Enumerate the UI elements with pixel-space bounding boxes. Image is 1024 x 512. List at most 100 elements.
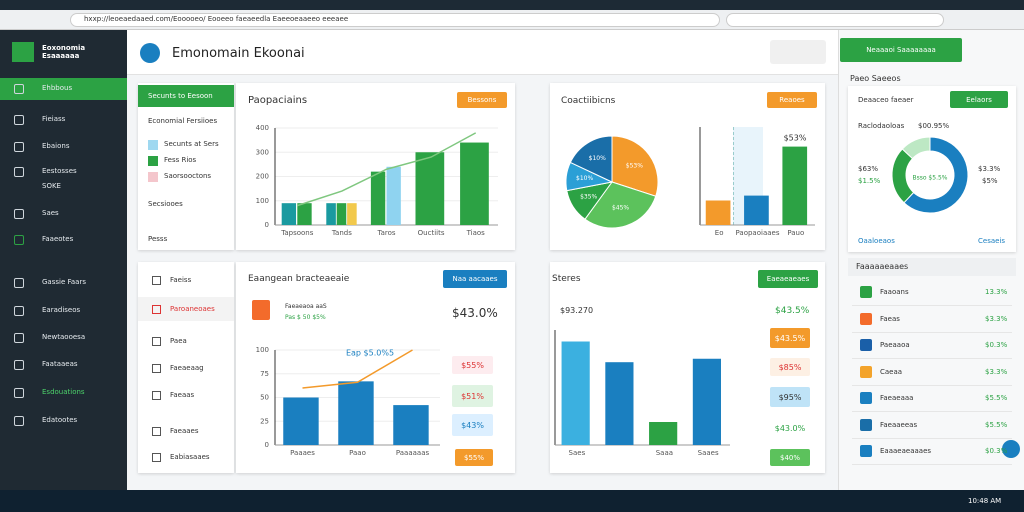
menu-item[interactable]: Eabiasaaes bbox=[170, 453, 210, 461]
list-label[interactable]: Eaaaeaeaaaes bbox=[880, 447, 932, 455]
metric-label: Raclodaoloas bbox=[858, 122, 905, 130]
nav-item[interactable]: SOKE bbox=[42, 182, 61, 190]
item-subtitle: Pas $ 50 $5% bbox=[285, 314, 326, 321]
nav-icon bbox=[14, 333, 24, 343]
menu-icon bbox=[152, 337, 161, 346]
menu-item[interactable]: Faeaaes bbox=[170, 427, 199, 435]
menu-item[interactable]: Paroaneoaes bbox=[170, 305, 215, 313]
nav-item[interactable]: Gassie Faars bbox=[42, 278, 86, 286]
clock: 10:48 AM bbox=[968, 497, 1002, 505]
donut-label: $5% bbox=[982, 177, 998, 185]
card-button[interactable]: Reaoes bbox=[767, 92, 817, 108]
item-title: Faeaeaoa aaS bbox=[285, 303, 327, 310]
legend-label: Secunts at Sers bbox=[164, 140, 219, 148]
nav-icon bbox=[14, 209, 24, 219]
tag: $95% bbox=[770, 387, 810, 407]
nav-icon bbox=[14, 388, 24, 398]
nav-icon bbox=[14, 142, 24, 152]
list-label[interactable]: Faeaaeeas bbox=[880, 420, 918, 429]
nav-item[interactable]: Earadiseos bbox=[42, 306, 81, 314]
menu-item[interactable]: Paea bbox=[170, 337, 187, 345]
list-value: 13.3% bbox=[985, 288, 1008, 296]
list-label[interactable]: Caeaa bbox=[880, 367, 903, 376]
address-bar[interactable] bbox=[70, 13, 720, 27]
metric-value: $00.95% bbox=[918, 122, 950, 130]
menu-item[interactable]: Faeiss bbox=[170, 276, 192, 284]
nav-icon bbox=[14, 167, 24, 177]
list-icon bbox=[860, 339, 872, 351]
header-button[interactable] bbox=[770, 40, 826, 64]
tag: $43% bbox=[452, 414, 493, 436]
card-button[interactable]: $55% bbox=[455, 449, 493, 466]
nav-icon bbox=[14, 306, 24, 316]
sidebar bbox=[0, 30, 127, 490]
header bbox=[127, 30, 838, 75]
list-label[interactable]: Faeas bbox=[880, 314, 900, 323]
list-divider bbox=[852, 331, 1012, 333]
menu-title: Secunts to Eesoon bbox=[148, 92, 213, 100]
legend-label: Fess Rios bbox=[164, 156, 197, 164]
menu-header[interactable] bbox=[138, 85, 234, 107]
nav-item[interactable]: Faataaeas bbox=[42, 360, 78, 368]
list-divider bbox=[852, 411, 1012, 412]
nav-item[interactable]: Newtaooesa bbox=[42, 333, 86, 341]
menu-active bbox=[138, 297, 234, 321]
list-divider bbox=[852, 358, 1012, 359]
list-divider bbox=[852, 464, 1012, 465]
tag: $43.0% bbox=[774, 423, 806, 433]
panel-card-button[interactable]: Eelaors bbox=[950, 91, 1008, 108]
card-title: Steres bbox=[552, 274, 581, 284]
card-button[interactable]: Bessons bbox=[457, 92, 507, 108]
list-label[interactable]: Faeaeaaa bbox=[880, 394, 914, 402]
list-value: $0.3% bbox=[985, 447, 1008, 455]
tag: $55% bbox=[452, 356, 493, 374]
panel-foot[interactable]: Cesaeis bbox=[978, 237, 1006, 245]
help-button[interactable] bbox=[1002, 440, 1020, 458]
card-button[interactable]: $40% bbox=[770, 449, 810, 466]
list-divider bbox=[852, 437, 1012, 439]
nav-item[interactable]: Ehbbous bbox=[42, 84, 73, 92]
nav-item[interactable]: Fieiass bbox=[42, 115, 66, 123]
section-title: Paeo Saeeos bbox=[850, 74, 901, 83]
donut-label: $63% bbox=[858, 165, 879, 173]
menu-subtitle: Economial Fersiioes bbox=[148, 117, 218, 125]
nav-icon bbox=[14, 84, 24, 94]
menu-icon bbox=[152, 391, 161, 400]
nav-icon bbox=[14, 416, 24, 426]
nav-item[interactable]: Saes bbox=[42, 209, 59, 217]
list-icon bbox=[860, 445, 872, 457]
menu-item[interactable]: Faeaas bbox=[170, 391, 195, 399]
list-label[interactable]: Faaoans bbox=[880, 288, 909, 296]
panel-foot[interactable]: Oaaloeaos bbox=[858, 237, 895, 245]
card-title: Eaangean bracteaeaie bbox=[248, 274, 350, 284]
legend-label: Saorsooctons bbox=[164, 172, 212, 180]
menu-icon bbox=[152, 427, 161, 436]
list-icon bbox=[860, 312, 872, 325]
panel-button[interactable]: Neaaaoi Saaaaaaaa bbox=[840, 38, 962, 62]
nav-item[interactable]: Ebaions bbox=[42, 142, 70, 150]
item-icon bbox=[252, 300, 270, 320]
list-icon bbox=[860, 286, 872, 298]
nav-item[interactable]: Esdouations bbox=[42, 388, 85, 396]
menu-item: Pesss bbox=[148, 235, 168, 243]
nav-item[interactable]: Eestosses bbox=[42, 167, 77, 175]
list-label[interactable]: Paeaaoa bbox=[880, 341, 910, 349]
list-value: $0.3% bbox=[985, 341, 1008, 349]
nav-item[interactable]: Faaeotes bbox=[42, 235, 74, 243]
menu-icon bbox=[152, 364, 161, 373]
tag: $43.5% bbox=[770, 328, 810, 348]
card-title: Coactiibicns bbox=[561, 96, 616, 106]
card-button[interactable]: Eaeaeaeaes bbox=[758, 270, 818, 288]
list-title: Faaaaaeaaes bbox=[856, 262, 909, 271]
url: hxxp://leoeaedaaed.com/Eooooeo/ Eooeeo f… bbox=[84, 15, 349, 23]
menu-icon bbox=[152, 276, 161, 285]
list-value: $5.5% bbox=[985, 420, 1008, 429]
card-button[interactable]: Naa aacaaes bbox=[443, 270, 507, 288]
card2 bbox=[550, 83, 825, 250]
donut-label: $3.3% bbox=[978, 165, 1001, 173]
search-bar[interactable] bbox=[726, 13, 944, 27]
menu-item[interactable]: Faeaeaag bbox=[170, 364, 204, 372]
nav-icon bbox=[14, 278, 24, 288]
page-title: Emonomain Ekoonai bbox=[172, 46, 305, 61]
nav-item[interactable]: Edatootes bbox=[42, 416, 78, 424]
